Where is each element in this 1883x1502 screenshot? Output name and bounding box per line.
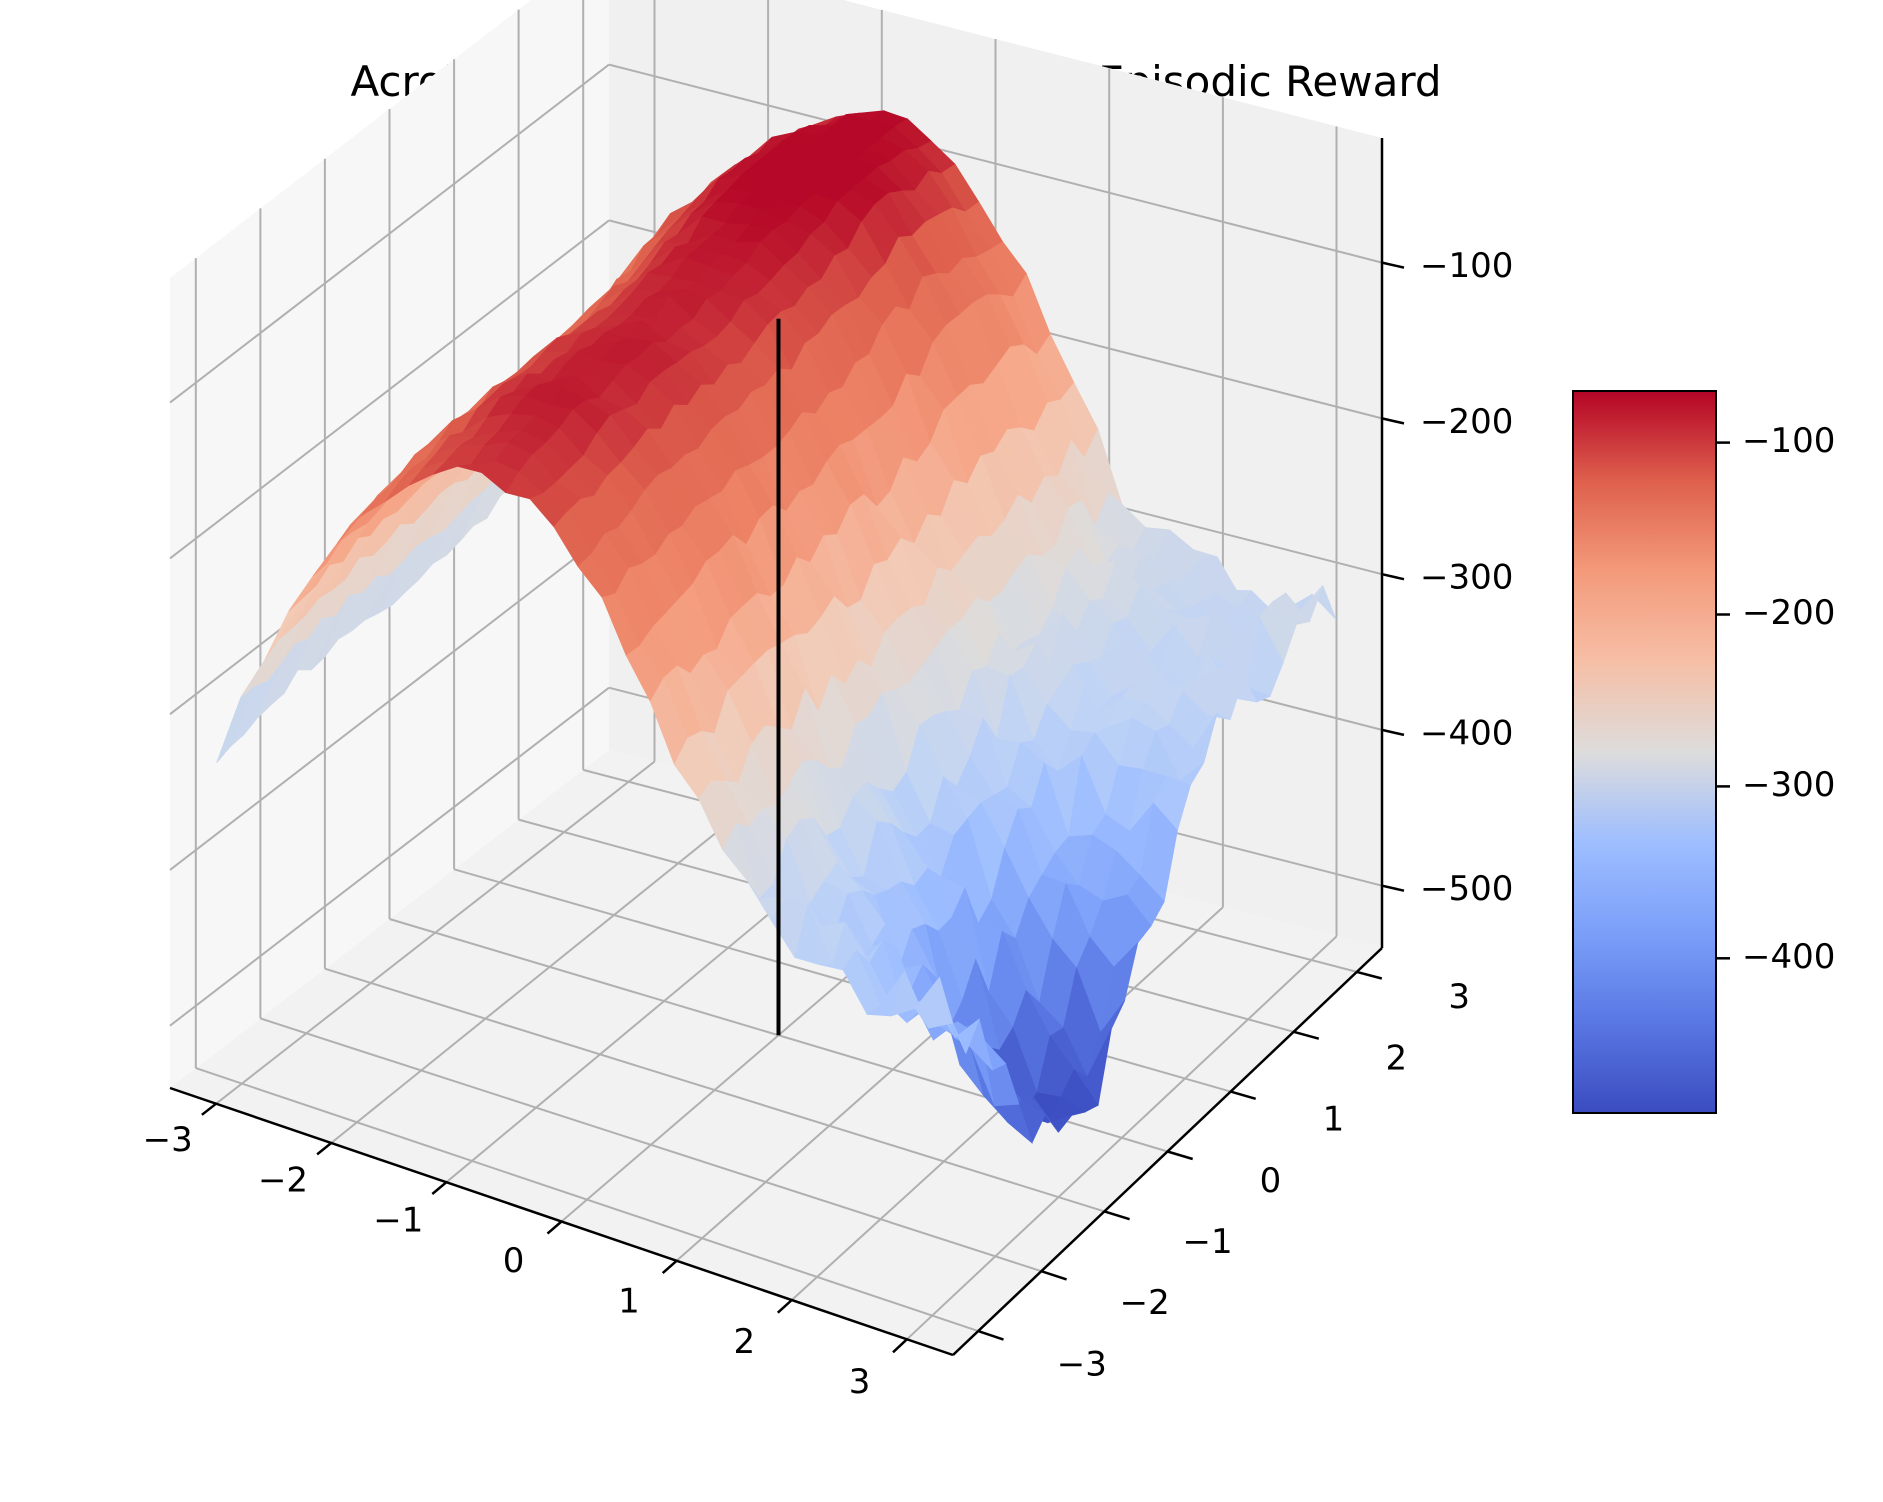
- z-tick-label: −100: [1420, 246, 1513, 286]
- z-tick: [1381, 728, 1405, 737]
- y-tick-label: −3: [1057, 1344, 1107, 1384]
- x-tick-label: 2: [733, 1322, 755, 1362]
- x-tick-label: −3: [143, 1120, 193, 1160]
- z-tick: [1381, 572, 1405, 581]
- z-tick-label: −300: [1420, 558, 1513, 598]
- grid-line-y: [195, 1067, 979, 1333]
- y-tick-label: 1: [1323, 1100, 1345, 1140]
- z-tick: [1381, 417, 1405, 425]
- x-tick-label: −1: [373, 1201, 423, 1241]
- colorbar-ticks: −400 −300 −200 −100: [1716, 421, 1835, 977]
- x-tick-label: 1: [618, 1282, 640, 1322]
- y-tick-label: 3: [1448, 977, 1470, 1017]
- y-tick-label: −2: [1120, 1283, 1170, 1323]
- grid-line-z: [169, 686, 610, 1027]
- x-tick-label: 3: [849, 1362, 871, 1402]
- y-tick-label: 0: [1260, 1161, 1282, 1201]
- grid-line-z: [169, 63, 610, 404]
- grid-line-z: [169, 531, 610, 871]
- grid-line-y: [260, 1017, 1042, 1273]
- colorbar-gradient: [1572, 390, 1717, 1114]
- colorbar: −400 −300 −200 −100: [1572, 390, 1835, 1114]
- colorbar-tick-label: −200: [1742, 593, 1835, 633]
- x-tick: [661, 1259, 678, 1275]
- x-tick: [546, 1220, 563, 1235]
- x-tick: [316, 1142, 332, 1156]
- y-tick-label: −1: [1183, 1222, 1233, 1262]
- grid-line-z: [169, 219, 610, 560]
- y-tick: [1040, 1270, 1067, 1281]
- reward-surface: [216, 110, 1337, 1145]
- z-tick: [1381, 884, 1405, 892]
- z-tick: [1381, 261, 1405, 269]
- colorbar-tick-label: −100: [1742, 421, 1835, 461]
- x-tick: [431, 1181, 448, 1195]
- x-tick: [201, 1102, 217, 1116]
- z-tick-label: −400: [1420, 713, 1513, 753]
- x-tick-label: 0: [503, 1241, 525, 1281]
- z-tick-label: −500: [1420, 869, 1513, 909]
- y-tick: [1167, 1150, 1194, 1161]
- grid-line-y: [324, 967, 1105, 1213]
- grid-line-z: [608, 63, 1383, 264]
- x-tick: [776, 1299, 793, 1314]
- y-tick: [1293, 1030, 1320, 1040]
- y-tick: [1230, 1090, 1257, 1101]
- z-tick-label: −200: [1420, 402, 1513, 442]
- y-tick: [1104, 1210, 1130, 1221]
- y-tick: [1356, 970, 1383, 980]
- x-tick-label: −2: [258, 1160, 308, 1200]
- surface-facet: [914, 976, 954, 1029]
- y-tick-label: 2: [1385, 1038, 1407, 1078]
- colorbar-tick-label: −300: [1742, 765, 1835, 805]
- y-tick: [977, 1329, 1004, 1341]
- colorbar-tick-label: −400: [1742, 937, 1835, 977]
- x-tick: [892, 1338, 908, 1354]
